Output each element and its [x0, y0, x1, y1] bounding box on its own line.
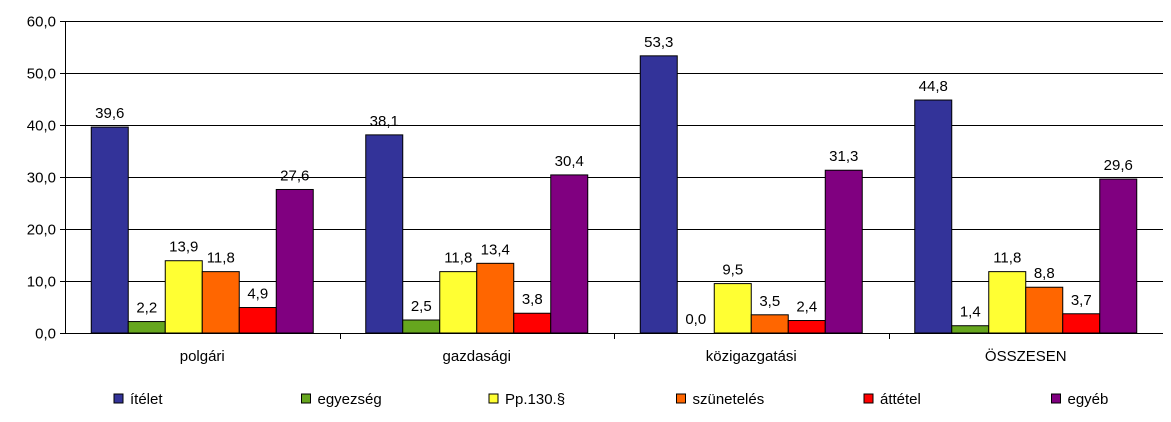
x-category-label: gazdasági: [443, 348, 511, 365]
bar-value-label: 30,4: [555, 153, 584, 170]
legend-swatch: [863, 393, 874, 404]
bar: [988, 271, 1027, 334]
bar-value-label: 27,6: [280, 167, 309, 184]
bar-value-label: 1,4: [960, 304, 981, 321]
y-tick-label: 10,0: [27, 274, 56, 291]
bar: [476, 262, 515, 334]
bar: [275, 188, 314, 334]
bar: [787, 320, 826, 334]
bar-value-label: 2,5: [411, 298, 432, 315]
bar-value-label: 29,6: [1104, 157, 1133, 174]
legend-label: egyezség: [318, 391, 382, 408]
bar: [1099, 178, 1138, 334]
bar: [713, 283, 752, 334]
data-labels: 39,6 2,2 13,9 11,8 4,9 27,6 38,1 2,5 11,8 13,4 3,8…: [95, 34, 1133, 328]
bar: [951, 325, 990, 334]
bar-value-label: 3,7: [1071, 292, 1092, 309]
x-category-label: közigazgatási: [706, 348, 797, 365]
bar-value-label: 44,8: [919, 78, 948, 95]
bar: [1025, 286, 1064, 334]
legend-label: szünetelés: [693, 391, 765, 408]
bar: [365, 134, 404, 334]
bar: [90, 126, 129, 334]
grid-lines: [65, 21, 1163, 282]
bar: [439, 271, 478, 334]
y-tick-label: 0,0: [35, 326, 56, 343]
legend-label: áttétel: [880, 391, 921, 408]
bar-value-label: 11,8: [207, 250, 235, 267]
legend-swatch: [113, 393, 124, 404]
bar: [402, 319, 441, 334]
bar-value-label: 39,6: [95, 105, 124, 122]
legend-label: Pp.130.§: [505, 391, 565, 408]
legend-swatch: [488, 393, 499, 404]
bar: [914, 99, 953, 334]
y-tick-label: 40,0: [27, 118, 56, 135]
legend-label: ítélet: [130, 391, 163, 408]
bar-value-label: 4,9: [247, 286, 268, 303]
bar-value-label: 31,3: [829, 148, 858, 165]
bar-value-label: 11,8: [993, 250, 1021, 267]
bar-value-label: 13,9: [169, 239, 198, 256]
bar-value-label: 3,8: [522, 291, 543, 308]
legend-label: egyéb: [1068, 391, 1109, 408]
bar-value-label: 13,4: [481, 241, 510, 258]
bar-value-label: 8,8: [1034, 265, 1055, 282]
bar: [1062, 313, 1101, 334]
bar: [127, 321, 166, 334]
axes: 0,0 10,0 20,0 30,0 40,0 50,0 60,0 polgári gazdas…: [27, 14, 1163, 365]
y-tick-label: 60,0: [27, 14, 56, 31]
bar-value-label: 3,5: [759, 293, 780, 310]
bar-value-label: 2,2: [136, 300, 157, 317]
bar: [164, 260, 203, 334]
bar-value-label: 38,1: [370, 113, 399, 130]
bar: [639, 55, 678, 334]
legend-swatch: [301, 393, 311, 404]
x-category-label: ÖSSZESEN: [985, 347, 1067, 365]
bar-value-label: 11,8: [444, 250, 472, 267]
legend: ítélet egyezség Pp.130.§ szünetelés áttétel e…: [113, 391, 1109, 408]
bar: [750, 314, 789, 334]
bar-value-label: 0,0: [685, 311, 706, 328]
bar: [550, 174, 589, 334]
bar-value-label: 9,5: [722, 262, 743, 279]
y-tick-label: 20,0: [27, 222, 56, 239]
bars: [90, 55, 1138, 334]
bar: [513, 312, 552, 334]
bar: [238, 307, 277, 334]
bar: [824, 169, 863, 334]
y-tick-label: 30,0: [27, 170, 56, 187]
bar: [201, 271, 240, 334]
x-category-label: polgári: [180, 348, 225, 365]
bar-value-label: 2,4: [796, 299, 817, 316]
bar-value-label: 53,3: [644, 34, 673, 51]
y-tick-label: 50,0: [27, 66, 56, 83]
legend-swatch: [676, 393, 686, 404]
legend-swatch: [1051, 393, 1061, 404]
